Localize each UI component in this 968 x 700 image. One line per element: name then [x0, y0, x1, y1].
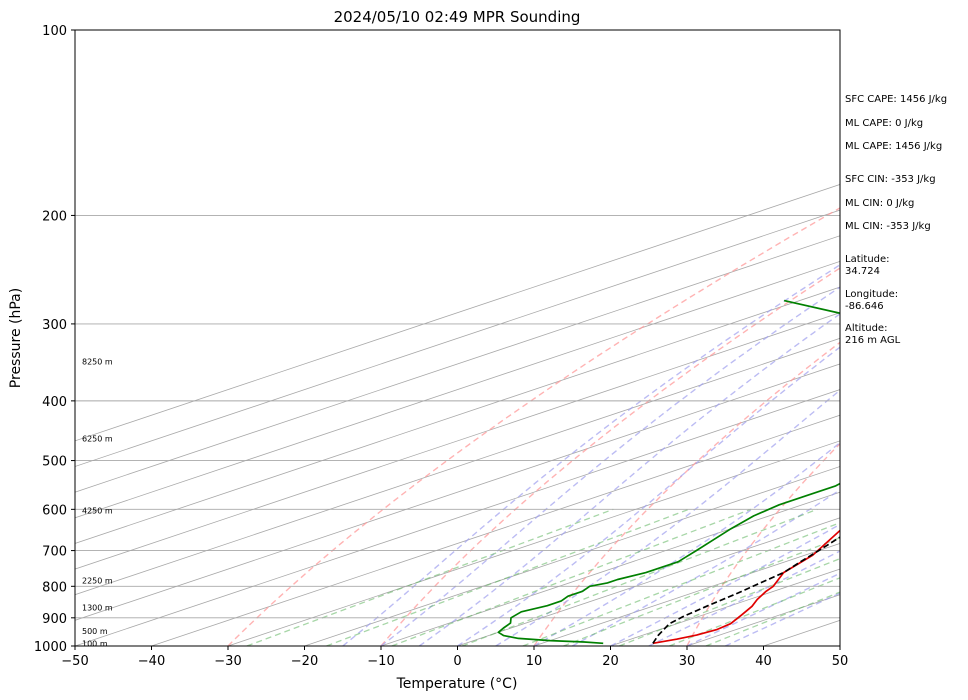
stat-text: -86.646	[845, 301, 884, 312]
moist-adiabat-line	[342, 264, 840, 646]
background-lines	[75, 184, 840, 646]
height-label: 4250 m	[82, 507, 113, 516]
y-tick-label: 900	[42, 612, 67, 627]
mixing-ratio-line	[669, 577, 840, 646]
x-tick-label: 20	[602, 654, 619, 669]
height-label: 500 m	[82, 627, 108, 636]
stat-text: ML CAPE: 0 J/kg	[845, 118, 923, 129]
stat-text: Altitude:	[845, 323, 887, 334]
isotherm-line	[75, 209, 840, 467]
isotherm-line	[457, 517, 840, 646]
moist-adiabat-line	[495, 389, 840, 646]
height-label: 100 m	[82, 639, 108, 648]
y-tick-label: 600	[42, 503, 67, 518]
isotherm-line	[75, 312, 840, 570]
height-label: 2250 m	[82, 577, 113, 586]
mixing-ratio-line	[461, 508, 818, 646]
stat-text: ML CIN: -353 J/kg	[845, 221, 931, 232]
x-axis-label: Temperature (°C)	[396, 676, 518, 692]
isotherm-line	[75, 184, 840, 442]
y-tick-label: 100	[42, 24, 67, 39]
height-labels: 8250 m 6250 m 4250 m 2250 m 1300 m 500 m 100 m	[82, 357, 113, 648]
x-axis: −50 −40 −30 −20 −10 0 10 20 30 40 50	[61, 646, 848, 669]
x-tick-label: 50	[832, 654, 849, 669]
x-tick-label: −30	[214, 654, 241, 669]
dry-adiabat-line	[533, 341, 840, 646]
isotherm-line	[227, 440, 840, 646]
temperature-line	[652, 529, 840, 645]
mixing-ratio-line	[619, 557, 840, 646]
stat-text: Longitude:	[845, 289, 898, 300]
mixing-ratio-line	[391, 508, 752, 646]
moist-adiabat-line	[610, 523, 840, 646]
isotherm-line	[75, 260, 840, 519]
y-tick-label: 800	[42, 580, 67, 595]
chart-title: 2024/05/10 02:49 MPR Sounding	[334, 8, 581, 26]
y-tick-label: 300	[42, 318, 67, 333]
dry-adiabat-line	[380, 267, 840, 646]
x-tick-label: −40	[138, 654, 165, 669]
stat-text: SFC CAPE: 1456 J/kg	[845, 94, 947, 105]
x-tick-label: −50	[61, 654, 88, 669]
x-tick-label: 10	[526, 654, 543, 669]
y-tick-label: 700	[42, 545, 67, 560]
height-label: 1300 m	[82, 604, 113, 613]
isotherm-line	[380, 491, 840, 646]
mixing-ratio-line	[326, 508, 690, 646]
parcel-line	[652, 536, 840, 644]
y-tick-label: 1000	[34, 640, 67, 655]
isotherm-line	[75, 389, 840, 646]
y-axis: 100 200 300 400 500 600 700 800 900 1000	[34, 24, 75, 655]
y-tick-label: 400	[42, 395, 67, 410]
stats-panel: SFC CAPE: 1456 J/kg ML CAPE: 0 J/kg ML CAP…	[845, 94, 947, 346]
sounding-series	[497, 299, 840, 645]
moist-adiabat-line	[418, 313, 840, 646]
y-tick-label: 200	[42, 209, 67, 224]
mixing-ratio-line	[705, 591, 840, 646]
isotherm-line	[75, 235, 840, 493]
stat-text: SFC CIN: -353 J/kg	[845, 174, 936, 185]
dry-adiabat-line	[227, 207, 840, 646]
isotherm-line	[75, 363, 840, 621]
x-tick-label: −20	[291, 654, 318, 669]
x-tick-label: 0	[453, 654, 461, 669]
isobar-grid	[75, 214, 840, 619]
stat-text: ML CAPE: 1456 J/kg	[845, 141, 942, 152]
x-tick-label: −10	[367, 654, 394, 669]
stat-text: ML CIN: 0 J/kg	[845, 198, 914, 209]
moist-adiabat-line	[380, 286, 840, 646]
dry-adiabat-line	[686, 442, 840, 646]
y-tick-label: 500	[42, 455, 67, 470]
height-label: 8250 m	[82, 357, 113, 366]
isotherm-line	[75, 337, 840, 596]
stat-text: 216 m AGL	[845, 335, 901, 346]
height-label: 6250 m	[82, 434, 113, 443]
isotherm-line	[75, 286, 840, 544]
isotherm-line	[151, 414, 840, 646]
stat-text: Latitude:	[845, 254, 890, 265]
x-tick-label: 40	[755, 654, 772, 669]
stat-text: 34.724	[845, 266, 880, 277]
dewpoint-line	[497, 299, 840, 645]
x-tick-label: 30	[679, 654, 696, 669]
y-axis-label: Pressure (hPa)	[8, 288, 24, 388]
isotherm-line	[304, 466, 840, 646]
